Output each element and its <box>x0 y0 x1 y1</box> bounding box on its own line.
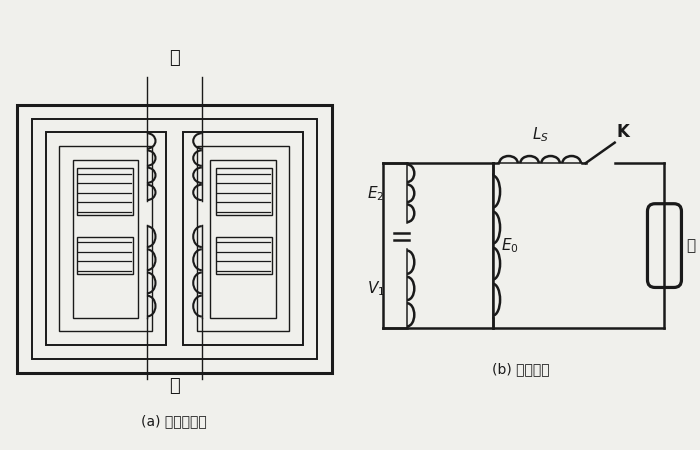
Text: $E_0$: $E_0$ <box>501 236 519 255</box>
Text: K: K <box>617 123 629 141</box>
Bar <box>17 105 332 373</box>
Text: (a) 变压器结构: (a) 变压器结构 <box>141 414 207 428</box>
Bar <box>76 237 133 274</box>
Text: $E_2$: $E_2$ <box>368 184 385 202</box>
Text: 次: 次 <box>169 377 180 395</box>
Bar <box>60 146 152 331</box>
Bar <box>32 119 317 359</box>
Text: 灯: 灯 <box>687 238 696 253</box>
Text: $V_1$: $V_1$ <box>367 279 385 298</box>
Bar <box>183 132 303 345</box>
Bar <box>76 168 133 216</box>
Text: $L_S$: $L_S$ <box>531 126 549 144</box>
Text: 初: 初 <box>169 49 180 67</box>
Bar <box>216 237 272 274</box>
Bar <box>73 160 139 318</box>
Bar <box>216 168 272 216</box>
Bar <box>211 160 276 318</box>
Text: (b) 等效电路: (b) 等效电路 <box>491 362 549 376</box>
Bar <box>197 146 289 331</box>
Bar <box>46 132 166 345</box>
